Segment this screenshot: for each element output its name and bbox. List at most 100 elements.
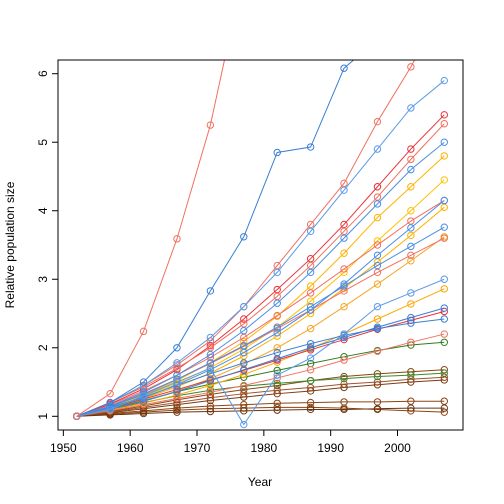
point bbox=[273, 371, 281, 379]
x-tick-label: 1950 bbox=[50, 441, 77, 455]
point bbox=[407, 319, 415, 327]
point bbox=[340, 302, 348, 311]
point bbox=[306, 344, 315, 352]
point bbox=[340, 380, 348, 388]
point bbox=[340, 372, 348, 381]
point bbox=[340, 186, 348, 194]
point bbox=[206, 390, 215, 399]
series-line bbox=[76, 226, 445, 417]
point bbox=[407, 257, 415, 265]
point bbox=[273, 148, 281, 157]
point bbox=[440, 330, 448, 338]
point bbox=[440, 152, 448, 160]
point bbox=[440, 120, 448, 128]
point bbox=[440, 304, 448, 312]
series-line bbox=[76, 200, 445, 417]
x-tick-label: 1960 bbox=[117, 441, 144, 455]
series-line bbox=[76, 60, 355, 417]
point bbox=[441, 2, 447, 8]
point bbox=[373, 280, 382, 288]
point bbox=[440, 138, 448, 146]
series-line bbox=[76, 60, 225, 417]
point bbox=[306, 324, 315, 333]
point bbox=[240, 302, 248, 311]
point bbox=[306, 306, 315, 314]
x-axis-label: Year bbox=[248, 475, 272, 489]
point bbox=[173, 344, 181, 352]
series-line bbox=[76, 141, 445, 417]
series-line bbox=[76, 379, 445, 417]
point bbox=[373, 324, 382, 333]
point bbox=[373, 302, 382, 311]
point bbox=[173, 408, 181, 416]
point bbox=[139, 378, 148, 386]
point bbox=[73, 412, 81, 420]
point bbox=[407, 371, 415, 379]
point bbox=[306, 354, 315, 362]
series-line bbox=[76, 400, 445, 417]
point bbox=[440, 373, 448, 381]
point bbox=[173, 359, 181, 367]
point bbox=[407, 300, 415, 308]
point bbox=[407, 231, 415, 240]
point bbox=[440, 338, 448, 346]
x-tick-label: 1990 bbox=[317, 441, 344, 455]
point bbox=[407, 63, 415, 71]
point bbox=[373, 347, 382, 355]
series-line bbox=[76, 60, 416, 417]
point bbox=[373, 213, 382, 222]
point bbox=[206, 333, 215, 342]
point bbox=[273, 299, 281, 307]
point bbox=[373, 117, 382, 126]
point bbox=[407, 224, 415, 232]
point bbox=[106, 398, 114, 407]
point bbox=[440, 176, 448, 184]
point bbox=[206, 388, 215, 397]
point bbox=[273, 348, 281, 357]
point bbox=[106, 389, 114, 398]
point bbox=[173, 385, 181, 394]
series-line bbox=[76, 200, 445, 417]
point bbox=[273, 323, 281, 331]
point bbox=[407, 404, 415, 412]
point bbox=[273, 379, 281, 388]
point bbox=[139, 394, 148, 402]
point bbox=[407, 165, 415, 174]
point bbox=[173, 378, 181, 386]
series-line bbox=[76, 318, 445, 417]
point bbox=[273, 268, 281, 277]
point bbox=[407, 289, 415, 297]
point bbox=[340, 234, 348, 242]
point bbox=[407, 242, 415, 251]
point bbox=[306, 268, 315, 277]
point bbox=[306, 405, 315, 414]
point bbox=[440, 196, 448, 205]
point bbox=[206, 287, 215, 295]
point bbox=[440, 111, 448, 119]
point bbox=[273, 381, 281, 390]
point bbox=[373, 261, 382, 270]
point bbox=[373, 372, 382, 381]
point bbox=[340, 374, 348, 383]
series-line bbox=[76, 288, 445, 417]
point bbox=[407, 207, 415, 215]
point bbox=[408, 2, 414, 8]
point bbox=[306, 403, 315, 412]
point bbox=[440, 408, 448, 416]
point bbox=[306, 297, 315, 305]
y-axis-label: Relative population size bbox=[3, 181, 17, 308]
y-tick-label: 1 bbox=[36, 413, 50, 420]
series-line bbox=[76, 206, 445, 417]
point bbox=[373, 405, 382, 413]
point bbox=[440, 223, 448, 231]
point bbox=[206, 386, 215, 394]
point bbox=[206, 121, 215, 129]
point bbox=[373, 241, 382, 249]
point bbox=[340, 249, 348, 257]
point bbox=[240, 233, 248, 241]
point bbox=[407, 155, 415, 164]
point bbox=[373, 145, 382, 153]
point bbox=[206, 364, 215, 373]
point bbox=[373, 183, 382, 191]
